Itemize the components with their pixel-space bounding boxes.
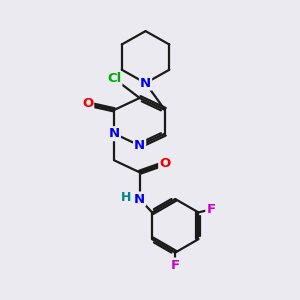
- Text: H: H: [121, 191, 131, 204]
- Text: Cl: Cl: [107, 72, 122, 85]
- Text: O: O: [82, 98, 93, 110]
- Text: N: N: [134, 139, 145, 152]
- Text: O: O: [159, 157, 170, 170]
- Text: F: F: [206, 203, 215, 216]
- Text: F: F: [171, 259, 180, 272]
- Text: N: N: [134, 193, 145, 206]
- Text: N: N: [140, 76, 151, 90]
- Text: N: N: [109, 127, 120, 140]
